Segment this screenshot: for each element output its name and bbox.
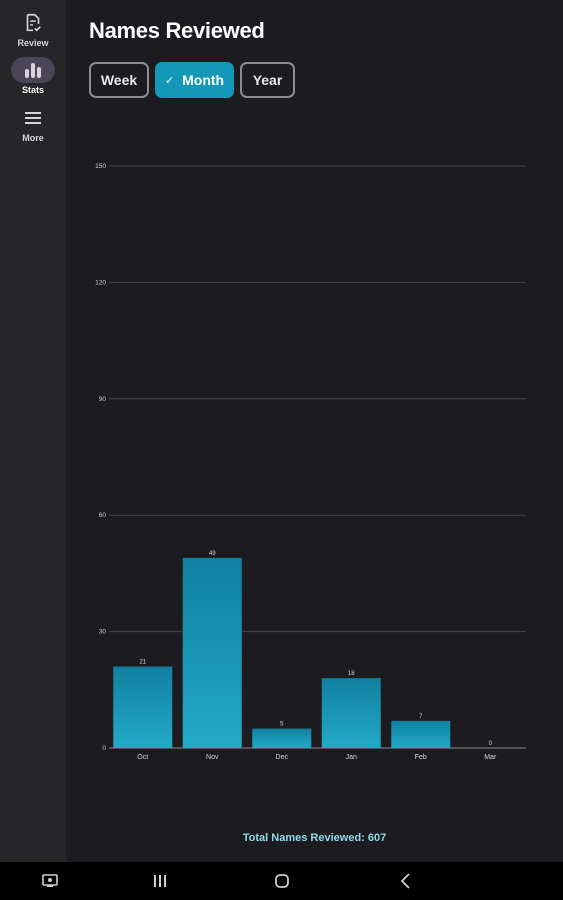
x-tick-label: Mar bbox=[484, 754, 497, 761]
review-doc-icon bbox=[11, 10, 55, 36]
bar-value-label: 18 bbox=[348, 671, 355, 677]
segment-year[interactable]: Year bbox=[240, 62, 295, 98]
bar-value-label: 7 bbox=[419, 714, 423, 720]
navigation-rail: Review Stats More bbox=[0, 0, 66, 862]
nav-label-review: Review bbox=[17, 38, 49, 48]
nav-item-review[interactable]: Review bbox=[0, 10, 66, 48]
y-tick-label: 30 bbox=[99, 629, 107, 636]
x-tick-label: Feb bbox=[415, 754, 427, 761]
bar-chart-icon bbox=[11, 57, 55, 83]
menu-icon bbox=[11, 105, 55, 131]
nav-item-more[interactable]: More bbox=[0, 105, 66, 143]
segment-week-label: Week bbox=[100, 72, 138, 88]
y-tick-label: 0 bbox=[102, 745, 106, 752]
names-reviewed-chart: 0 30 60 90 120 150 21 Oct 49 Nov 5 Dec 18 Jan 7 Feb 0 Mar bbox=[95, 163, 526, 761]
x-tick-label: Oct bbox=[137, 754, 148, 761]
check-icon: ✓ bbox=[164, 74, 175, 87]
y-tick-label: 120 bbox=[95, 279, 106, 286]
page-title: Names Reviewed bbox=[89, 18, 265, 43]
segment-week[interactable]: Week bbox=[89, 62, 149, 98]
total-names-reviewed: Total Names Reviewed: 607 bbox=[242, 832, 387, 844]
x-tick-label: Dec bbox=[276, 754, 289, 761]
segment-month[interactable]: ✓ Month bbox=[155, 62, 234, 98]
screenshot-icon[interactable] bbox=[36, 862, 64, 900]
bar-value-label: 21 bbox=[139, 660, 146, 666]
bar-nov bbox=[182, 557, 242, 748]
bar-oct bbox=[113, 666, 173, 748]
y-tick-label: 90 bbox=[99, 396, 107, 403]
bar-dec bbox=[252, 728, 312, 748]
back-icon[interactable] bbox=[392, 862, 420, 900]
bar-value-label: 49 bbox=[209, 551, 216, 557]
bar-feb bbox=[391, 720, 451, 748]
segment-year-label: Year bbox=[252, 72, 283, 88]
x-tick-label: Nov bbox=[206, 754, 219, 761]
bar-value-label: 0 bbox=[489, 741, 493, 747]
nav-item-stats[interactable]: Stats bbox=[0, 57, 66, 95]
y-tick-label: 60 bbox=[99, 512, 107, 519]
bar-value-label: 5 bbox=[280, 722, 284, 728]
stats-page: Names Reviewed Week ✓ Month Year 0 30 60 90… bbox=[66, 0, 563, 862]
nav-label-stats: Stats bbox=[21, 85, 44, 95]
recents-icon[interactable] bbox=[146, 862, 174, 900]
x-tick-label: Jan bbox=[346, 754, 357, 761]
nav-label-more: More bbox=[22, 133, 44, 143]
segment-month-label: Month bbox=[182, 72, 225, 88]
system-navigation-bar bbox=[0, 862, 563, 900]
home-icon[interactable] bbox=[268, 862, 296, 900]
y-tick-label: 150 bbox=[95, 163, 106, 170]
bar-jan bbox=[321, 678, 381, 748]
